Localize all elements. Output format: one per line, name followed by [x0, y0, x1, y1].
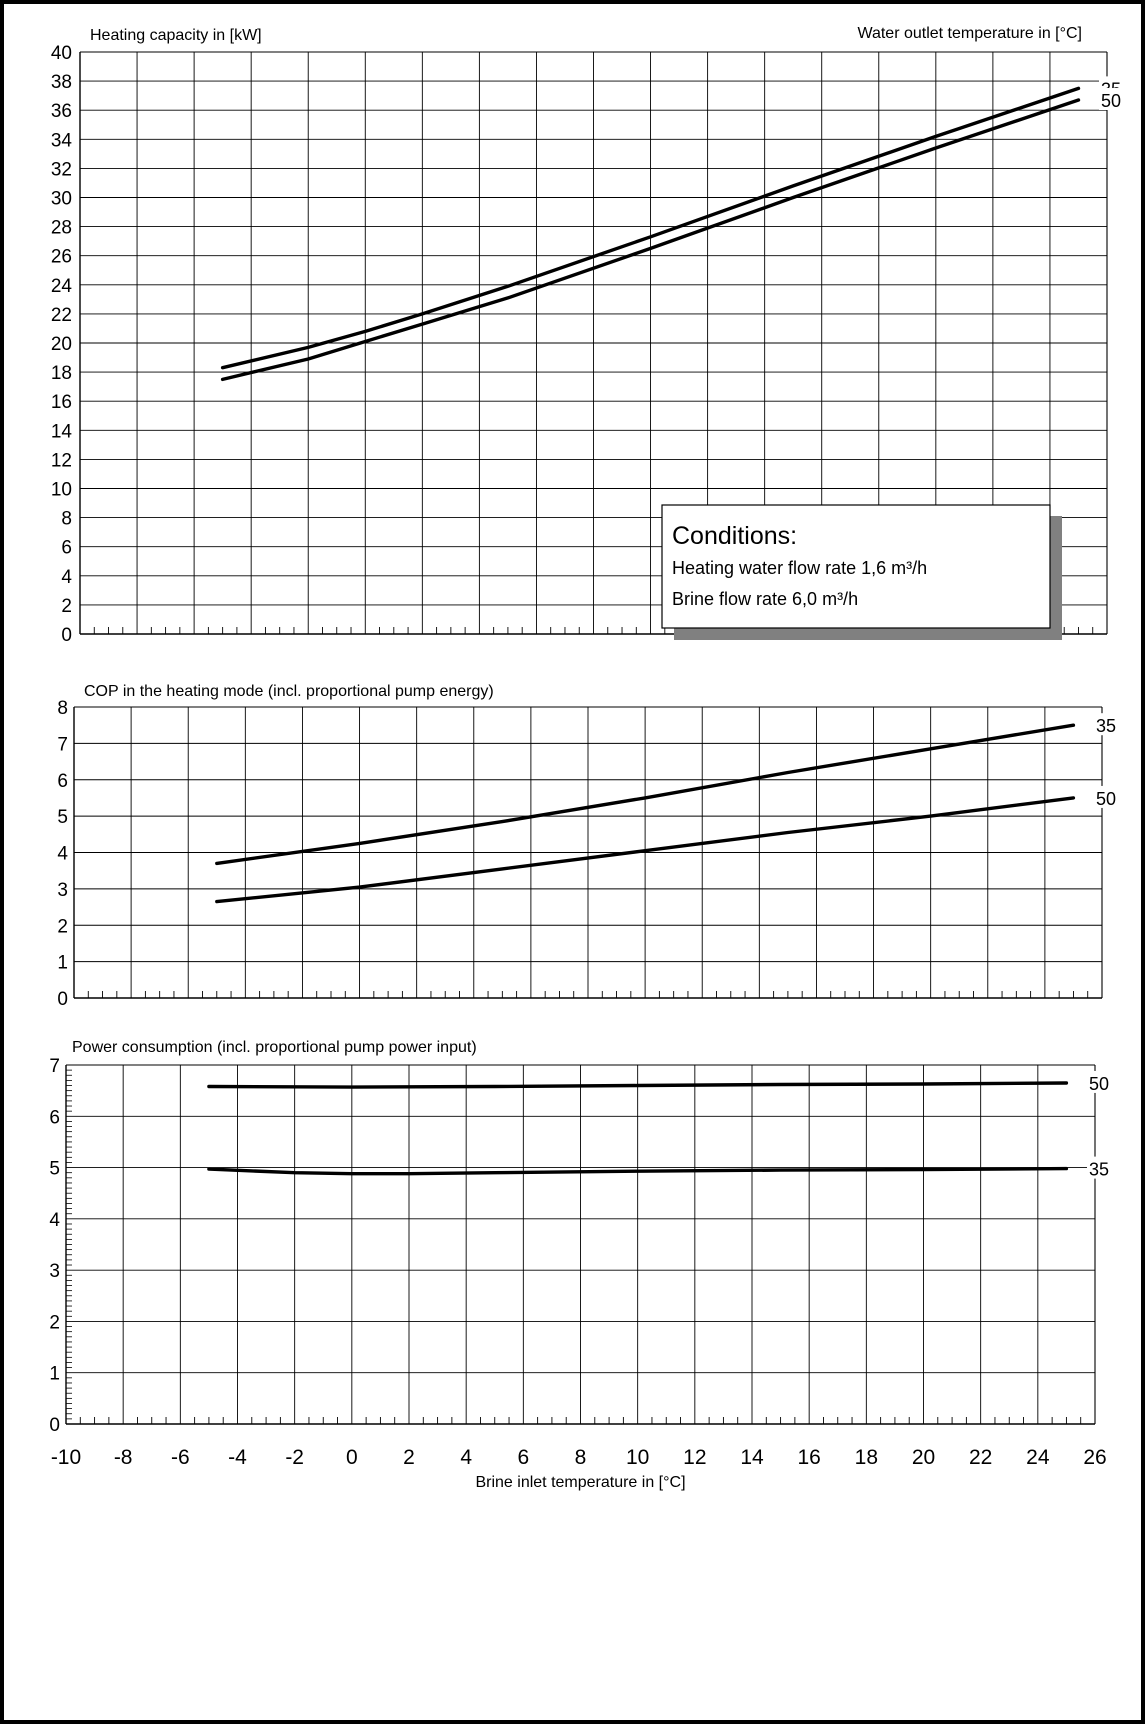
y-tick-label: 22 — [51, 305, 72, 326]
x-tick-label: -4 — [228, 1446, 247, 1469]
y-tick-label: 34 — [51, 130, 73, 151]
x-tick-label: 14 — [740, 1446, 764, 1469]
chart-title: Heating capacity in [kW] — [90, 27, 262, 44]
y-tick-label: 10 — [51, 480, 72, 501]
series-label-50: 50 — [1101, 91, 1121, 111]
y-tick-label: 18 — [51, 363, 72, 384]
chart-panel-2: 0 1 2 3 4 5 6 7 8 COP in the heating mode (incl. … — [57, 683, 1120, 1010]
series-label-bg — [1094, 713, 1120, 736]
legend-title: Water outlet temperature in [°C] — [857, 25, 1082, 42]
series-label-50: 50 — [1096, 789, 1116, 809]
y-tick-label: 12 — [51, 450, 72, 471]
x-axis-label: Brine inlet temperature in [°C] — [475, 1474, 685, 1491]
y-tick-label: 8 — [57, 698, 68, 719]
y-tick-label: 38 — [51, 72, 72, 93]
x-tick-label: -10 — [51, 1446, 81, 1469]
x-tick-label: 12 — [683, 1446, 706, 1469]
annotation-line-2: Brine flow rate 6,0 m³/h — [672, 589, 858, 609]
x-tick-label: -2 — [285, 1446, 304, 1469]
y-tick-label: 5 — [57, 807, 68, 828]
y-tick-label: 6 — [49, 1107, 60, 1128]
y-tick-label: 5 — [49, 1159, 60, 1180]
annotation-box — [661, 504, 1051, 629]
x-tick-label: 26 — [1083, 1446, 1106, 1469]
x-tick-label: 10 — [626, 1446, 649, 1469]
series-line-50 — [215, 796, 1076, 904]
x-tick-label: 20 — [912, 1446, 935, 1469]
annotation-heading: Conditions: — [672, 522, 797, 550]
series-line-50 — [207, 1081, 1069, 1089]
series-label-bg — [1094, 785, 1120, 808]
y-tick-label: 4 — [49, 1210, 60, 1231]
y-tick-label: 1 — [49, 1364, 60, 1385]
x-tick-label: 0 — [346, 1446, 358, 1469]
y-tick-label: 0 — [49, 1415, 60, 1436]
y-tick-label: 2 — [57, 916, 68, 937]
annotation-line-1: Heating water flow rate 1,6 m³/h — [672, 558, 927, 578]
series-label-50: 50 — [1089, 1074, 1109, 1094]
y-tick-label: 20 — [51, 334, 72, 355]
y-tick-label: 6 — [61, 538, 72, 559]
chart-title: Power consumption (incl. proportional pu… — [72, 1039, 477, 1056]
y-tick-label: 30 — [51, 189, 72, 210]
series-line-35 — [220, 86, 1081, 370]
y-tick-label: 1 — [57, 953, 68, 974]
y-tick-label: 28 — [51, 218, 72, 239]
chart-title: COP in the heating mode (incl. proportio… — [84, 683, 494, 700]
series-label-bg — [1087, 1156, 1113, 1179]
series-label-bg — [1087, 1070, 1113, 1093]
y-tick-label: 3 — [57, 880, 68, 901]
y-tick-label: 16 — [51, 392, 72, 413]
y-tick-label: 40 — [51, 43, 72, 64]
y-tick-label: 26 — [51, 247, 72, 268]
y-tick-label: 4 — [57, 844, 68, 865]
y-tick-label: 2 — [49, 1312, 60, 1333]
y-tick-label: 24 — [51, 276, 73, 297]
y-tick-label: 8 — [61, 509, 72, 530]
x-tick-label: 24 — [1026, 1446, 1050, 1469]
x-tick-label: 22 — [969, 1446, 992, 1469]
series-label-35: 35 — [1089, 1160, 1109, 1180]
x-tick-label: 6 — [517, 1446, 529, 1469]
y-tick-label: 0 — [61, 625, 72, 646]
y-tick-label: 7 — [57, 734, 68, 755]
x-tick-label: 16 — [797, 1446, 820, 1469]
x-tick-label: 2 — [403, 1446, 415, 1469]
series-label-bg — [1099, 88, 1125, 111]
y-tick-label: 3 — [49, 1261, 60, 1282]
y-tick-label: 7 — [49, 1056, 60, 1077]
y-tick-label: 14 — [51, 421, 73, 442]
y-tick-label: 32 — [51, 159, 72, 180]
y-tick-label: 6 — [57, 771, 68, 792]
series-label-35: 35 — [1096, 716, 1116, 736]
x-tick-label: -6 — [171, 1446, 190, 1469]
x-tick-label: 8 — [575, 1446, 587, 1469]
y-tick-label: 0 — [57, 989, 68, 1010]
x-tick-label: 18 — [855, 1446, 878, 1469]
chart-panel-1: 0246810121416182022242628303234363840Hea… — [51, 25, 1125, 646]
y-tick-label: 36 — [51, 101, 72, 122]
series-line-35 — [215, 723, 1076, 866]
series-line-50 — [220, 98, 1081, 382]
y-tick-label: 4 — [61, 567, 72, 588]
x-tick-label: 4 — [460, 1446, 472, 1469]
y-tick-label: 2 — [61, 596, 72, 617]
series-line-35 — [207, 1166, 1069, 1176]
x-tick-label: -8 — [114, 1446, 133, 1469]
